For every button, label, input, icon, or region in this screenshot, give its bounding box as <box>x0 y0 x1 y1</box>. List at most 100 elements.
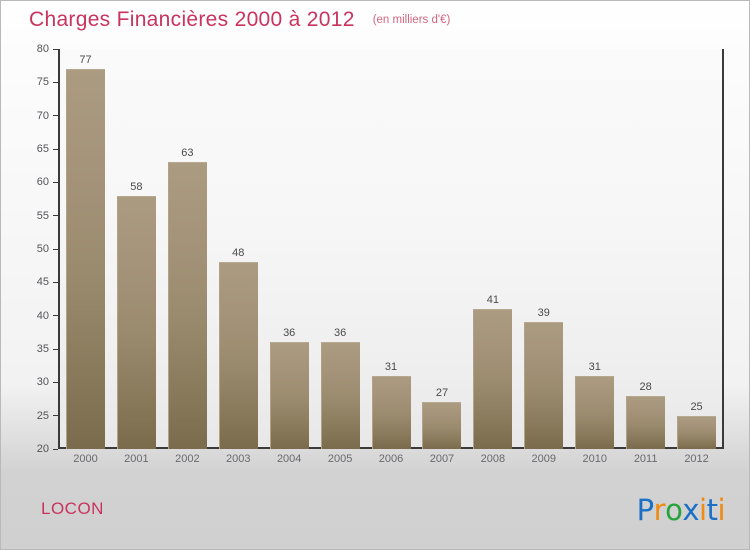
bar-value-label: 36 <box>283 327 296 340</box>
y-axis-tick-mark <box>53 381 58 383</box>
y-axis-tick-mark <box>53 448 58 450</box>
bar-slot: 36 <box>315 49 366 449</box>
bar[interactable] <box>320 342 360 449</box>
bar[interactable] <box>66 69 105 449</box>
brand-letter: o <box>665 493 683 527</box>
y-axis-tick-mark <box>53 148 58 150</box>
bars-layer: 77 58 63 48 36 36 31 27 41 39 31 28 25 <box>60 49 722 449</box>
bar-value-label: 31 <box>384 360 398 373</box>
bar[interactable] <box>218 262 258 449</box>
y-axis-tick: 40 <box>37 309 58 323</box>
bar-value-label: 25 <box>690 400 703 413</box>
bar[interactable] <box>269 342 309 449</box>
bar[interactable] <box>575 375 615 449</box>
y-axis: 20 25 30 35 40 45 50 55 60 65 70 75 80 <box>1 41 58 456</box>
chart-subtitle: (en milliers d'€) <box>372 14 451 26</box>
bar-slot: 63 <box>162 49 213 449</box>
brand-letter: t <box>706 493 718 527</box>
y-axis-tick-label: 55 <box>36 209 49 222</box>
x-axis-tick-label: 2006 <box>378 453 404 465</box>
commune-label: LOCON <box>41 499 104 518</box>
x-axis-tick-label: 2004 <box>276 453 302 465</box>
bar[interactable] <box>677 415 717 449</box>
bar-value-label: 39 <box>537 307 550 320</box>
y-axis-tick-mark <box>53 281 58 283</box>
bar-slot: 27 <box>416 49 467 449</box>
y-axis-tick-label: 20 <box>36 443 49 455</box>
bar-value-label: 28 <box>639 380 652 393</box>
bar-value-label: 58 <box>130 180 143 193</box>
brand-letter: i <box>717 493 725 527</box>
y-axis-tick-label: 65 <box>36 143 49 155</box>
bar-slot: 39 <box>518 49 569 449</box>
y-axis-tick: 55 <box>37 209 58 223</box>
y-axis-tick: 35 <box>37 342 58 356</box>
bar[interactable] <box>116 195 156 449</box>
bar-slot: 36 <box>264 49 315 449</box>
y-axis-tick: 25 <box>37 409 58 423</box>
y-axis-tick-label: 45 <box>36 276 49 289</box>
bar[interactable] <box>167 162 207 449</box>
bar[interactable] <box>524 322 564 449</box>
brand-letter: r <box>653 493 666 527</box>
bar-value-label: 41 <box>486 294 499 306</box>
chart-footer: LOCON Proxiti <box>1 477 749 549</box>
y-axis-tick-mark <box>53 415 58 417</box>
y-axis-tick-mark <box>53 315 58 317</box>
y-axis-tick-mark <box>53 215 58 217</box>
bar-slot: 28 <box>620 49 671 449</box>
x-axis-tick-label: 2008 <box>480 453 506 465</box>
bar-slot: 31 <box>366 49 417 449</box>
brand-letter: x <box>682 493 699 527</box>
y-axis-tick: 75 <box>37 75 58 89</box>
y-axis-tick-label: 75 <box>36 76 49 89</box>
y-axis-tick-label: 70 <box>36 109 49 122</box>
brand-letter: i <box>699 493 707 527</box>
y-axis-tick: 60 <box>37 175 58 189</box>
y-axis-tick-label: 30 <box>36 376 49 389</box>
bar-slot: 25 <box>671 49 722 449</box>
x-axis-tick-label: 2002 <box>175 453 200 465</box>
x-axis-tick-label: 2010 <box>582 453 607 465</box>
page-title: Charges Financières 2000 à 2012 <box>29 8 355 31</box>
bar-value-label: 77 <box>79 54 92 66</box>
bar-slot: 41 <box>467 49 518 449</box>
y-axis-tick-label: 60 <box>36 176 49 189</box>
x-axis-tick-label: 2001 <box>124 453 149 465</box>
y-axis-tick-mark <box>53 115 58 117</box>
bar-value-label: 48 <box>232 247 245 260</box>
chart-header: Charges Financières 2000 à 2012 (en mill… <box>1 1 750 39</box>
proxiti-logo[interactable]: Proxiti <box>636 493 726 527</box>
y-axis-tick-label: 80 <box>36 43 49 55</box>
y-axis-tick: 50 <box>37 242 58 256</box>
y-axis-tick: 30 <box>37 375 58 389</box>
y-axis-tick-label: 40 <box>36 309 49 322</box>
brand-letter: P <box>636 493 655 527</box>
bar-value-label: 31 <box>588 360 601 373</box>
x-axis-tick-label: 2012 <box>684 453 709 465</box>
bar[interactable] <box>422 402 462 449</box>
y-axis-tick: 80 <box>37 42 58 56</box>
y-axis-tick-mark <box>53 248 58 250</box>
y-axis-tick: 20 <box>37 442 58 456</box>
bar[interactable] <box>371 375 411 449</box>
x-axis-tick-label: 2011 <box>633 453 658 465</box>
bar-value-label: 63 <box>181 147 194 160</box>
y-axis-tick-mark <box>53 81 58 83</box>
x-axis: 2000 2001 2002 2003 2004 2005 2006 2007 2008 2009… <box>60 453 722 471</box>
y-axis-tick-mark <box>53 181 58 183</box>
x-axis-tick-label: 2009 <box>531 453 557 465</box>
bar[interactable] <box>626 395 666 449</box>
y-axis-tick: 70 <box>37 109 58 123</box>
x-axis-tick-label: 2007 <box>429 453 455 465</box>
bar-slot: 77 <box>60 49 111 449</box>
bar-value-label: 36 <box>333 327 347 340</box>
y-axis-tick-mark <box>53 48 58 50</box>
y-axis-tick-mark <box>53 348 58 350</box>
bar-slot: 58 <box>111 49 162 449</box>
x-axis-tick-label: 2005 <box>327 453 353 465</box>
bar-slot: 48 <box>213 49 264 449</box>
bar-value-label: 27 <box>435 387 449 400</box>
bar[interactable] <box>473 309 513 449</box>
